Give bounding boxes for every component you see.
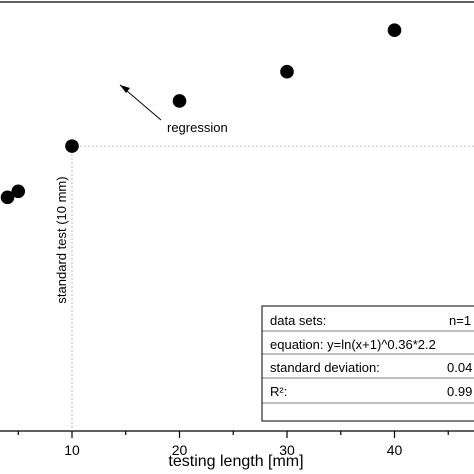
data-points [0, 23, 402, 205]
regression-pointer-arrowhead [120, 85, 130, 93]
stats-row-4-value: 0.99 [447, 384, 472, 399]
data-point [65, 139, 79, 153]
stats-box: data sets: n=1 equation: y=ln(x+1)^0.36*… [261, 305, 474, 422]
stats-box-frame [261, 305, 474, 422]
data-point [11, 184, 26, 199]
stats-row-4-label: R²: [270, 384, 287, 399]
x-tick-label: 20 [172, 442, 188, 458]
standard-test-label: standard test (10 mm) [54, 176, 69, 303]
regression-label: regression [167, 120, 228, 135]
stats-row-3-label: standard deviation: [270, 360, 380, 375]
x-tick-label: 10 [64, 442, 80, 458]
x-axis-tick-labels: 10 20 30 40 [64, 442, 402, 458]
data-point [0, 190, 15, 205]
stats-row-3-value: 0.04 [447, 360, 472, 375]
x-tick-label: 40 [387, 442, 403, 458]
x-axis-ticks [17, 431, 449, 438]
x-tick-label: 30 [279, 442, 295, 458]
x-axis-title: testing length [mm] [168, 453, 303, 470]
data-point [172, 94, 187, 108]
stats-row-1-value: n=1 [449, 313, 471, 328]
data-point [280, 64, 294, 79]
stats-row-2-label: equation: y=ln(x+1)^0.36*2.2 [270, 337, 436, 352]
stats-row-1-label: data sets: [270, 313, 326, 328]
data-point [387, 23, 402, 38]
